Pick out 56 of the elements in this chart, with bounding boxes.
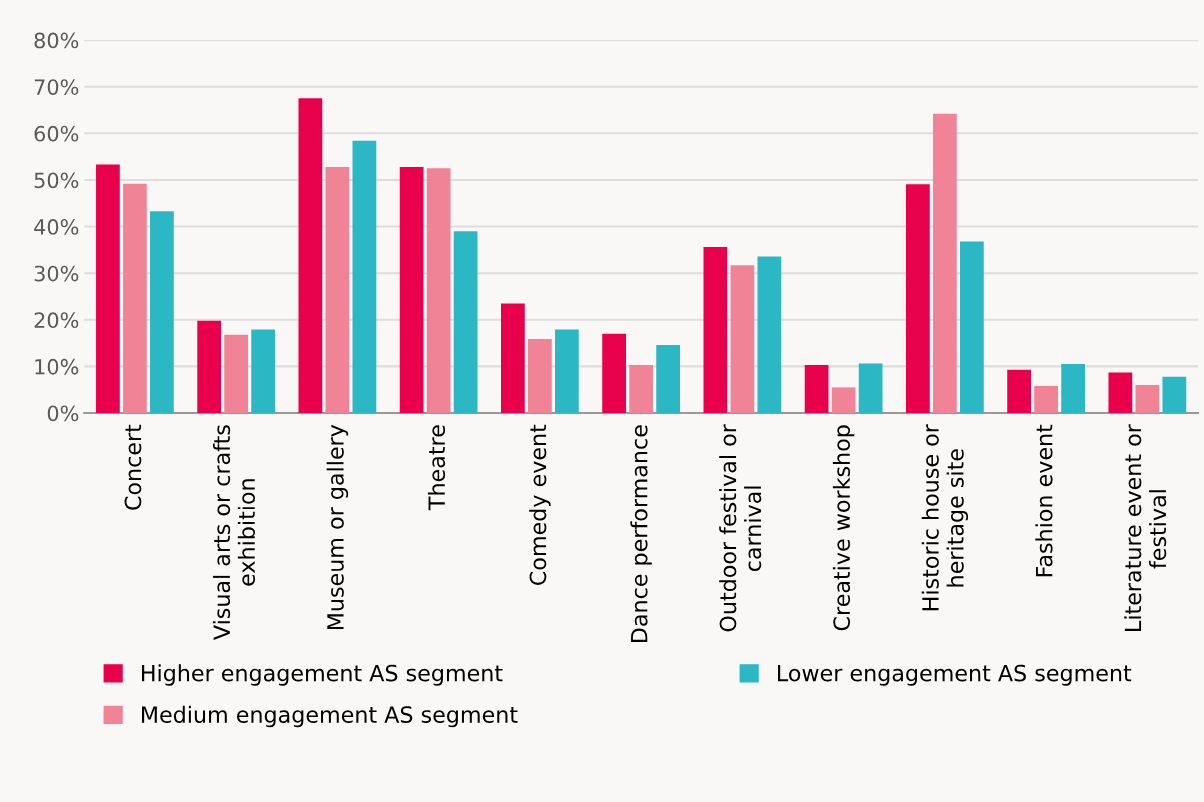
bar bbox=[453, 231, 478, 414]
bar bbox=[1034, 385, 1058, 414]
legend-label: Medium engagement AS segment bbox=[142, 705, 518, 728]
bar bbox=[325, 166, 350, 414]
x-tick-label: Comedy event bbox=[529, 424, 551, 585]
bar bbox=[1162, 376, 1187, 414]
y-tick-label: 0% bbox=[47, 405, 79, 422]
bar bbox=[602, 333, 627, 414]
y-tick-label: 80% bbox=[34, 32, 79, 49]
legend-label: Higher engagement AS segment bbox=[142, 664, 503, 686]
bar bbox=[656, 344, 681, 414]
x-tick-label: Dance performance bbox=[630, 425, 652, 643]
bar bbox=[251, 329, 276, 414]
bar bbox=[1061, 364, 1085, 414]
x-tick-label: Visual arts or crafts exhibition bbox=[212, 425, 256, 640]
bar bbox=[804, 365, 829, 414]
bar bbox=[959, 241, 984, 414]
y-tick-label: 20% bbox=[34, 312, 79, 329]
x-tick-label: Outdoor festival or carnival bbox=[719, 424, 762, 632]
bar bbox=[757, 256, 782, 414]
bar bbox=[150, 211, 174, 414]
bar bbox=[629, 365, 654, 414]
bar bbox=[197, 320, 222, 414]
y-tick-label: 30% bbox=[34, 265, 79, 282]
bar bbox=[224, 334, 249, 414]
bar bbox=[555, 329, 579, 414]
x-tick-label: Creative workshop bbox=[832, 425, 855, 631]
x-tick-label: Concert bbox=[124, 424, 142, 510]
bar bbox=[905, 184, 930, 414]
y-tick-label: 60% bbox=[34, 125, 79, 142]
bar bbox=[528, 338, 552, 414]
bar bbox=[730, 265, 755, 414]
x-tick-label: Fashion event bbox=[1035, 424, 1053, 577]
bar bbox=[123, 183, 147, 414]
x-tick-label: Museum or gallery bbox=[326, 424, 349, 630]
bar bbox=[1007, 369, 1031, 414]
bar bbox=[932, 113, 957, 414]
bar bbox=[352, 140, 377, 414]
x-tick-label: Theatre bbox=[427, 425, 446, 511]
bar bbox=[426, 168, 451, 414]
y-tick-label: 50% bbox=[34, 172, 79, 189]
bar bbox=[501, 303, 525, 414]
x-tick-label: Literature event or festival bbox=[1124, 424, 1167, 631]
bar bbox=[399, 166, 424, 414]
bar bbox=[858, 363, 883, 414]
legend-label: Lower engagement AS segment bbox=[778, 664, 1132, 686]
bar bbox=[703, 247, 728, 414]
y-tick-label: 40% bbox=[34, 219, 79, 235]
x-tick-label: Historic house or heritage site bbox=[921, 424, 969, 611]
bar bbox=[298, 98, 323, 414]
y-tick-label: 70% bbox=[34, 79, 79, 95]
bar bbox=[1135, 385, 1160, 414]
bar bbox=[831, 387, 856, 414]
y-tick-label: 10% bbox=[35, 358, 79, 375]
bar bbox=[96, 164, 120, 414]
bar bbox=[1108, 372, 1133, 414]
